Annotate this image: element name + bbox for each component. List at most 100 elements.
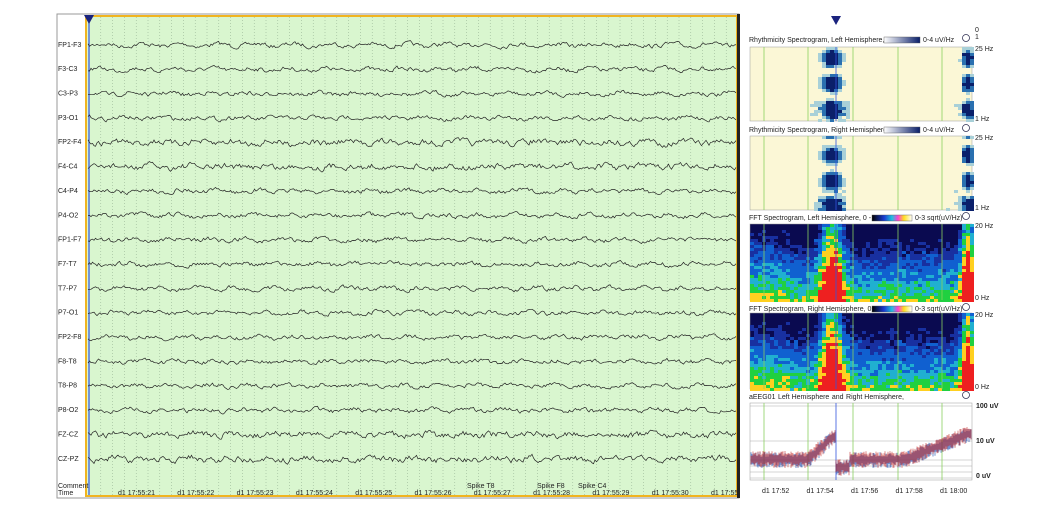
spectrogram-cell [966, 373, 970, 376]
spectrogram-cell [830, 145, 834, 148]
spectrogram-cell [950, 293, 954, 296]
spectrogram-cell [814, 293, 818, 296]
spectrogram-cell [910, 284, 914, 287]
spectrogram-cell [774, 236, 778, 239]
spectrogram-cell [830, 358, 834, 361]
spectrogram-cell [838, 65, 842, 68]
spectrogram-cell [774, 364, 778, 367]
spectrogram-cell [922, 278, 926, 281]
spectrogram-cell [858, 343, 862, 346]
spectrogram-cell [750, 233, 754, 236]
spectrogram-cell [942, 370, 946, 373]
spectrogram-cell [750, 260, 754, 263]
spectrogram-cell [810, 287, 814, 290]
spectrogram-cell [970, 77, 974, 80]
spectrogram-cell [934, 376, 938, 379]
spectrogram-cell [754, 352, 758, 355]
spectrogram-cell [938, 269, 942, 272]
spectrogram-cell [958, 236, 962, 239]
spectrogram-cell [958, 367, 962, 370]
spectrogram-cell [942, 290, 946, 293]
info-icon [962, 124, 970, 132]
spectrogram-cell [922, 281, 926, 284]
spectrogram-cell [894, 266, 898, 269]
spectrogram-cell [822, 376, 826, 379]
spectrogram-cell [898, 293, 902, 296]
spectrogram-cell [918, 284, 922, 287]
spectrogram-cell [894, 352, 898, 355]
spectrogram-cell [934, 281, 938, 284]
spectrogram-cell [918, 337, 922, 340]
spectrogram-cell [870, 361, 874, 364]
spectrogram-cell [918, 379, 922, 382]
spectrogram-cell [830, 251, 834, 254]
spectrogram-cell [962, 83, 966, 86]
spectrogram-cell [794, 346, 798, 349]
spectrogram-cell [882, 287, 886, 290]
spectrogram-cell [826, 361, 830, 364]
spectrogram-cell [826, 379, 830, 382]
spectrogram-cell [922, 284, 926, 287]
spectrogram-cell [830, 175, 834, 178]
spectrogram-cell [770, 376, 774, 379]
spectrogram-cell [818, 340, 822, 343]
spectrogram-cell [838, 104, 842, 107]
spectrogram-cell [870, 275, 874, 278]
spectrogram-cell [966, 290, 970, 293]
spectrogram-cell [946, 293, 950, 296]
spectrogram-cell [798, 284, 802, 287]
spectrogram-cell [814, 296, 818, 299]
spectrogram-cell [938, 352, 942, 355]
spectrogram-cell [946, 272, 950, 275]
spectrogram-cell [754, 275, 758, 278]
spectrogram-cell [854, 296, 858, 299]
spectrogram-cell [830, 260, 834, 263]
axis-top: 20 Hz [975, 312, 994, 319]
spectrogram-cell [954, 104, 958, 107]
spectrogram-cell [798, 382, 802, 385]
spectrogram-cell [938, 385, 942, 388]
spectrogram-cell [946, 290, 950, 293]
spectrogram-cell [770, 361, 774, 364]
spectrogram-cell [814, 331, 818, 334]
spectrogram-cell [882, 343, 886, 346]
spectrogram-cell [842, 224, 846, 227]
spectrogram-cell [798, 388, 802, 391]
spectrogram-cell [798, 248, 802, 251]
spectrogram-cell [930, 281, 934, 284]
spectrogram-cell [858, 376, 862, 379]
aeeg-level: 100 uV [976, 403, 999, 410]
spectrogram-cell [778, 248, 782, 251]
spectrogram-cell [842, 385, 846, 388]
spectrogram-cell [830, 331, 834, 334]
spectrogram-cell [822, 208, 826, 211]
spectrogram-cell [818, 181, 822, 184]
spectrogram-cell [882, 373, 886, 376]
spectrogram-cell [842, 190, 846, 193]
spectrogram-cell [934, 346, 938, 349]
spectrogram-cell [774, 385, 778, 388]
spectrogram-cell [774, 340, 778, 343]
spectrogram-cell [890, 245, 894, 248]
spectrogram-cell [826, 107, 830, 110]
spectrogram-cell [818, 154, 822, 157]
spectrogram-cell [794, 349, 798, 352]
spectrogram-cell [954, 388, 958, 391]
spectrogram-cell [778, 281, 782, 284]
spectrogram-cell [962, 257, 966, 260]
spectrogram-cell [810, 275, 814, 278]
spectrogram-cell [754, 331, 758, 334]
spectrogram-cell [942, 293, 946, 296]
spectrogram-cell [954, 190, 958, 193]
spectrogram-cell [826, 50, 830, 53]
eeg-trace [87, 211, 737, 220]
spectrogram-cell [890, 328, 894, 331]
spectrogram-cell [750, 278, 754, 281]
spectrogram-cell [810, 266, 814, 269]
spectrogram-cell [846, 355, 850, 358]
spectrogram-cell [822, 190, 826, 193]
spectrogram-cell [910, 263, 914, 266]
spectrogram-cell [814, 242, 818, 245]
spectrogram-cell [786, 269, 790, 272]
spectrogram-cell [858, 352, 862, 355]
